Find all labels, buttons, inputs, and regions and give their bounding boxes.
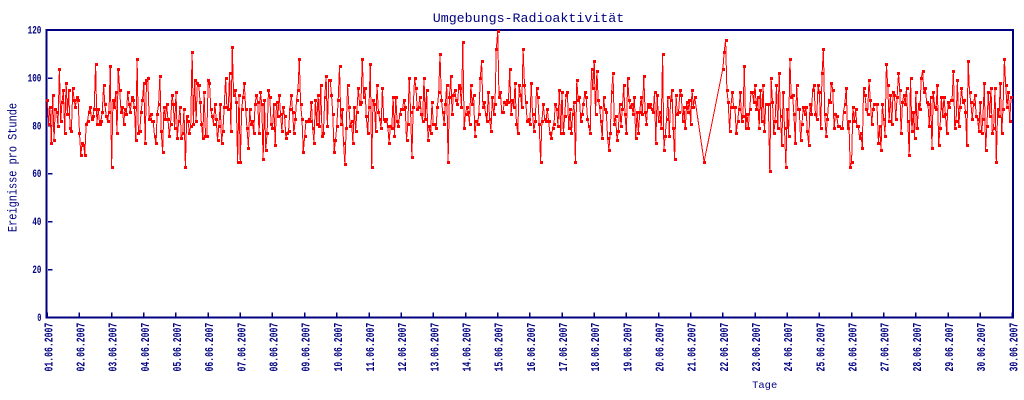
svg-text:10.06.2007: 10.06.2007 [332, 323, 346, 372]
svg-text:23.06.2007: 23.06.2007 [750, 323, 764, 372]
svg-text:30.06.2007: 30.06.2007 [975, 323, 989, 372]
svg-text:80: 80 [32, 121, 41, 133]
svg-text:16.06.2007: 16.06.2007 [525, 323, 539, 372]
svg-text:Tage: Tage [752, 380, 777, 392]
svg-text:25.06.2007: 25.06.2007 [814, 323, 828, 372]
svg-text:0: 0 [37, 313, 41, 325]
svg-text:26.06.2007: 26.06.2007 [847, 323, 861, 372]
svg-text:15.06.2007: 15.06.2007 [493, 323, 507, 372]
svg-text:24.06.2007: 24.06.2007 [782, 323, 796, 372]
svg-text:17.06.2007: 17.06.2007 [557, 323, 571, 372]
svg-text:19.06.2007: 19.06.2007 [621, 323, 635, 372]
svg-text:13.06.2007: 13.06.2007 [428, 323, 442, 372]
svg-text:120: 120 [28, 26, 42, 38]
svg-text:40: 40 [32, 217, 41, 229]
svg-text:12.06.2007: 12.06.2007 [396, 323, 410, 372]
svg-text:29.06.2007: 29.06.2007 [943, 323, 957, 372]
svg-text:03.06.2007: 03.06.2007 [107, 323, 121, 372]
svg-text:100: 100 [28, 74, 42, 86]
svg-text:04.06.2007: 04.06.2007 [139, 323, 153, 372]
svg-text:02.06.2007: 02.06.2007 [75, 323, 89, 372]
svg-text:22.06.2007: 22.06.2007 [718, 323, 732, 372]
svg-text:05.06.2007: 05.06.2007 [171, 323, 185, 372]
svg-text:Umgebungs-Radioaktivität: Umgebungs-Radioaktivität [433, 11, 625, 26]
svg-text:01.06.2007: 01.06.2007 [42, 323, 56, 372]
svg-text:28.06.2007: 28.06.2007 [911, 323, 925, 372]
svg-text:30.06.2007: 30.06.2007 [1007, 323, 1021, 372]
svg-text:21.06.2007: 21.06.2007 [686, 323, 700, 372]
svg-text:Ereignisse pro Stunde: Ereignisse pro Stunde [6, 103, 21, 232]
svg-text:14.06.2007: 14.06.2007 [461, 323, 475, 372]
svg-text:11.06.2007: 11.06.2007 [364, 323, 378, 372]
svg-text:18.06.2007: 18.06.2007 [589, 323, 603, 372]
svg-text:06.06.2007: 06.06.2007 [203, 323, 217, 372]
svg-text:60: 60 [32, 169, 41, 181]
svg-text:20.06.2007: 20.06.2007 [654, 323, 668, 372]
svg-text:20: 20 [32, 265, 41, 277]
svg-text:09.06.2007: 09.06.2007 [300, 323, 314, 372]
svg-text:07.06.2007: 07.06.2007 [235, 323, 249, 372]
svg-text:08.06.2007: 08.06.2007 [268, 323, 282, 372]
svg-text:27.06.2007: 27.06.2007 [879, 323, 893, 372]
